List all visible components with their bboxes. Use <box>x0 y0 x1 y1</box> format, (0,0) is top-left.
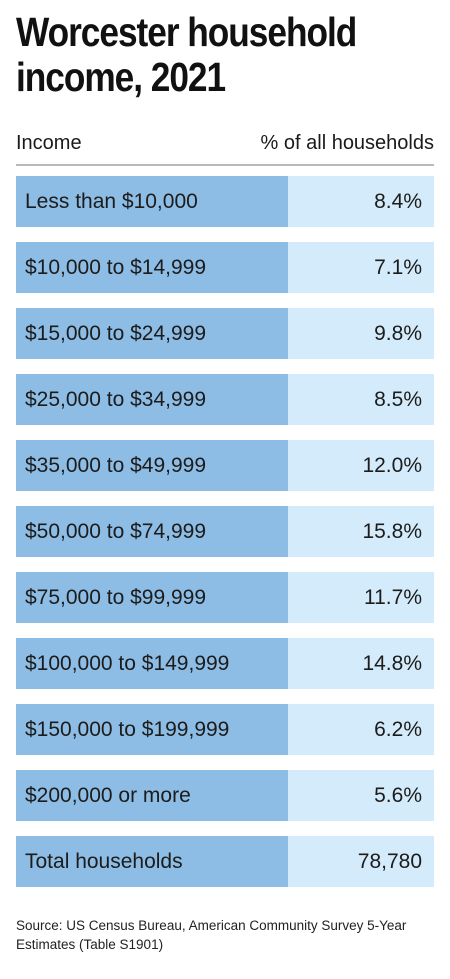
table-row: $15,000 to $24,999 9.8% <box>16 308 434 359</box>
chart-title: Worcester household income, 2021 <box>16 10 377 100</box>
income-cell: $150,000 to $199,999 <box>16 704 288 755</box>
table-row: $150,000 to $199,999 6.2% <box>16 704 434 755</box>
income-cell: $25,000 to $34,999 <box>16 374 288 425</box>
income-cell: $200,000 or more <box>16 770 288 821</box>
percent-cell: 14.8% <box>288 638 434 689</box>
percent-cell: 6.2% <box>288 704 434 755</box>
income-cell: Less than $10,000 <box>16 176 288 227</box>
income-cell: $50,000 to $74,999 <box>16 506 288 557</box>
table-row: $10,000 to $14,999 7.1% <box>16 242 434 293</box>
percent-cell: 15.8% <box>288 506 434 557</box>
percent-cell: 11.7% <box>288 572 434 623</box>
income-column-header: Income <box>16 132 82 154</box>
income-cell: $35,000 to $49,999 <box>16 440 288 491</box>
percent-cell: 12.0% <box>288 440 434 491</box>
income-table: Less than $10,000 8.4% $10,000 to $14,99… <box>16 176 434 902</box>
total-label-cell: Total households <box>16 836 288 887</box>
title-line-1: Worcester household <box>16 9 357 55</box>
table-row: $35,000 to $49,999 12.0% <box>16 440 434 491</box>
percent-cell: 8.4% <box>288 176 434 227</box>
table-row: $50,000 to $74,999 15.8% <box>16 506 434 557</box>
percent-cell: 9.8% <box>288 308 434 359</box>
table-row: $100,000 to $149,999 14.8% <box>16 638 434 689</box>
percent-cell: 7.1% <box>288 242 434 293</box>
total-value-cell: 78,780 <box>288 836 434 887</box>
title-line-2: income, 2021 <box>16 54 226 100</box>
income-cell: $75,000 to $99,999 <box>16 572 288 623</box>
percent-cell: 8.5% <box>288 374 434 425</box>
total-row: Total households 78,780 <box>16 836 434 887</box>
percent-column-header: % of all households <box>260 132 434 154</box>
table-row: $75,000 to $99,999 11.7% <box>16 572 434 623</box>
table-row: Less than $10,000 8.4% <box>16 176 434 227</box>
percent-cell: 5.6% <box>288 770 434 821</box>
column-headers: Income % of all households <box>16 128 434 166</box>
table-row: $25,000 to $34,999 8.5% <box>16 374 434 425</box>
table-row: $200,000 or more 5.6% <box>16 770 434 821</box>
income-cell: $100,000 to $149,999 <box>16 638 288 689</box>
source-note: Source: US Census Bureau, American Commu… <box>16 918 407 952</box>
income-cell: $15,000 to $24,999 <box>16 308 288 359</box>
income-cell: $10,000 to $14,999 <box>16 242 288 293</box>
